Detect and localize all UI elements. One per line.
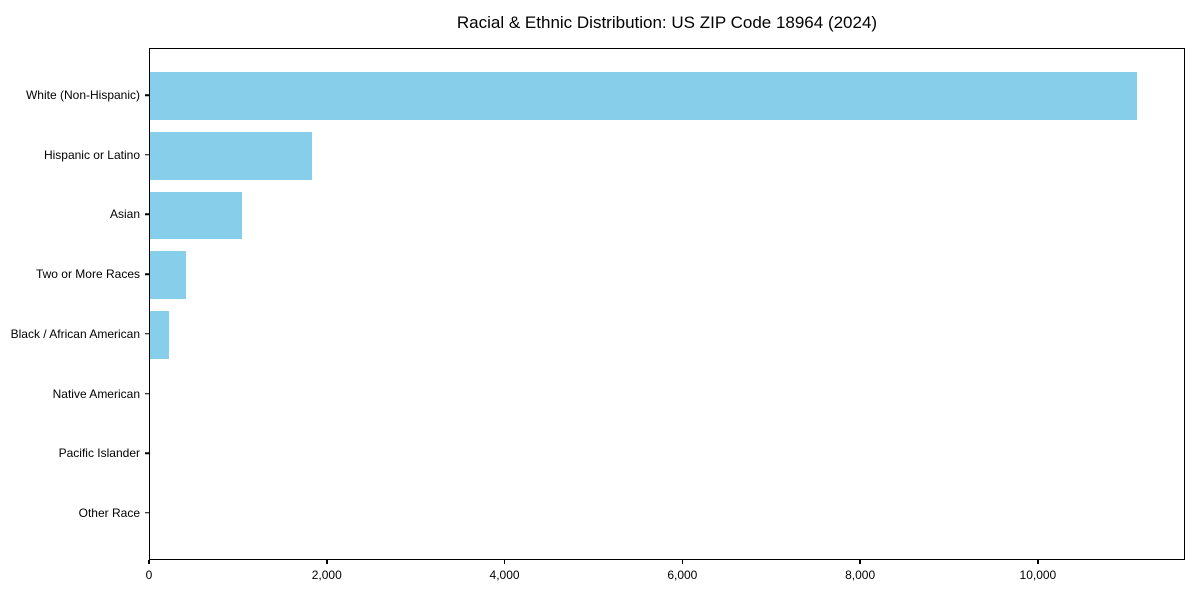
y-tick-label: Asian: [109, 207, 140, 222]
y-tick-mark: [145, 213, 149, 216]
plot-area: [149, 48, 1185, 560]
y-tick-mark: [145, 333, 149, 335]
y-tick-label: White (Non-Hispanic): [25, 88, 140, 103]
bar: [150, 131, 312, 180]
x-tick-mark: [1037, 560, 1039, 564]
x-tick-label: 6,000: [667, 568, 698, 582]
x-tick-label: 2,000: [311, 568, 342, 582]
y-tick-mark: [145, 512, 149, 514]
bar: [150, 72, 1137, 120]
chart-title: Racial & Ethnic Distribution: US ZIP Cod…: [456, 13, 878, 32]
y-tick-label: Hispanic or Latino: [43, 147, 140, 162]
x-tick-mark: [681, 560, 684, 564]
bar: [150, 191, 242, 240]
x-tick-mark: [148, 560, 150, 564]
x-tick-label: 4,000: [489, 568, 520, 582]
y-tick-mark: [145, 392, 149, 395]
y-tick-mark: [145, 452, 149, 454]
y-tick-mark: [145, 94, 149, 96]
x-tick-mark: [326, 560, 328, 564]
x-tick-label: 10,000: [1019, 568, 1057, 582]
y-tick-label: Pacific Islander: [58, 446, 140, 461]
y-tick-mark: [145, 273, 149, 275]
x-tick-mark: [503, 560, 506, 564]
y-tick-label: Two or More Races: [35, 267, 140, 282]
y-tick-label: Black / African American: [10, 326, 140, 341]
x-tick-label: 8,000: [845, 568, 876, 582]
y-tick-label: Other Race: [78, 505, 140, 520]
bar: [150, 310, 170, 359]
x-tick-mark: [859, 560, 861, 564]
bar: [150, 251, 186, 300]
y-tick-label: Native American: [52, 386, 140, 401]
x-tick-label: 0: [145, 568, 153, 582]
y-tick-mark: [145, 154, 149, 156]
